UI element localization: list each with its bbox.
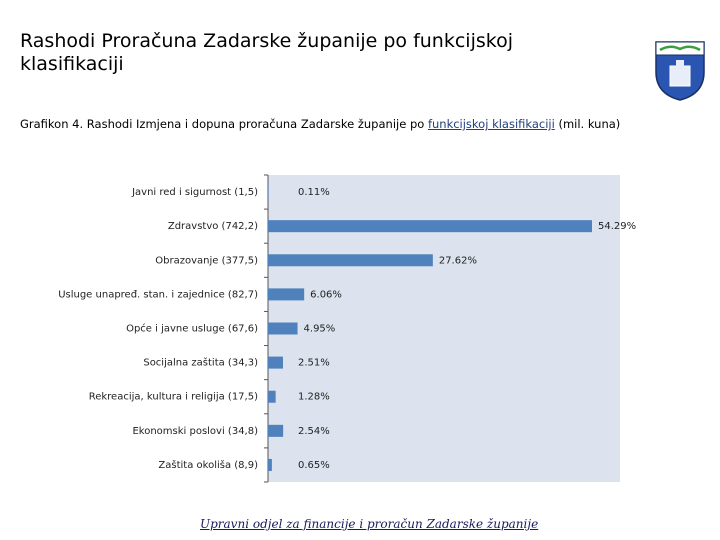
bar	[268, 186, 269, 199]
value-label: 6.06%	[310, 289, 342, 300]
bar	[268, 390, 276, 403]
value-label: 0.11%	[298, 187, 330, 198]
category-label: Obrazovanje (377,5)	[155, 255, 258, 266]
slide-title: Rashodi Proračuna Zadarske županije po f…	[20, 30, 513, 75]
category-label: Rekreacija, kultura i religija (17,5)	[89, 392, 258, 403]
bar	[268, 424, 284, 437]
value-label: 0.65%	[298, 460, 330, 471]
value-label: 1.28%	[298, 392, 330, 403]
bar	[268, 220, 592, 233]
value-label: 27.62%	[439, 255, 477, 266]
bar	[268, 458, 272, 471]
tower-top	[676, 60, 684, 68]
bar	[268, 254, 433, 267]
category-label: Opće i javne usluge (67,6)	[126, 323, 258, 335]
subtitle-unit: (mil. kuna)	[558, 117, 621, 131]
footer: Upravni odjel za financije i proračun Za…	[200, 517, 539, 531]
bar	[268, 288, 305, 301]
value-label: 54.29%	[598, 221, 636, 232]
coat-of-arms	[655, 41, 705, 101]
subtitle-link[interactable]: funkcijskoj klasifikaciji	[427, 117, 555, 131]
category-label: Zdravstvo (742,2)	[168, 221, 258, 232]
category-label: Usluge unapređ. stan. i zajednice (82,7)	[58, 289, 258, 300]
category-label: Ekonomski poslovi (34,8)	[132, 426, 258, 437]
bar	[268, 356, 283, 369]
bar	[268, 322, 298, 335]
value-label: 2.54%	[298, 426, 330, 437]
laurel	[659, 45, 701, 52]
value-label: 4.95%	[304, 324, 336, 335]
category-label: Socijalna zaštita (34,3)	[143, 357, 258, 369]
value-label: 2.51%	[298, 358, 330, 369]
chart-subtitle: Grafikon 4. Rashodi Izmjena i dopuna pro…	[20, 117, 620, 131]
category-label: Zaštita okoliša (8,9)	[158, 459, 258, 471]
category-label: Javni red i sigurnost (1,5)	[131, 187, 258, 198]
subtitle-text: Grafikon 4. Rashodi Izmjena i dopuna pro…	[20, 117, 425, 131]
